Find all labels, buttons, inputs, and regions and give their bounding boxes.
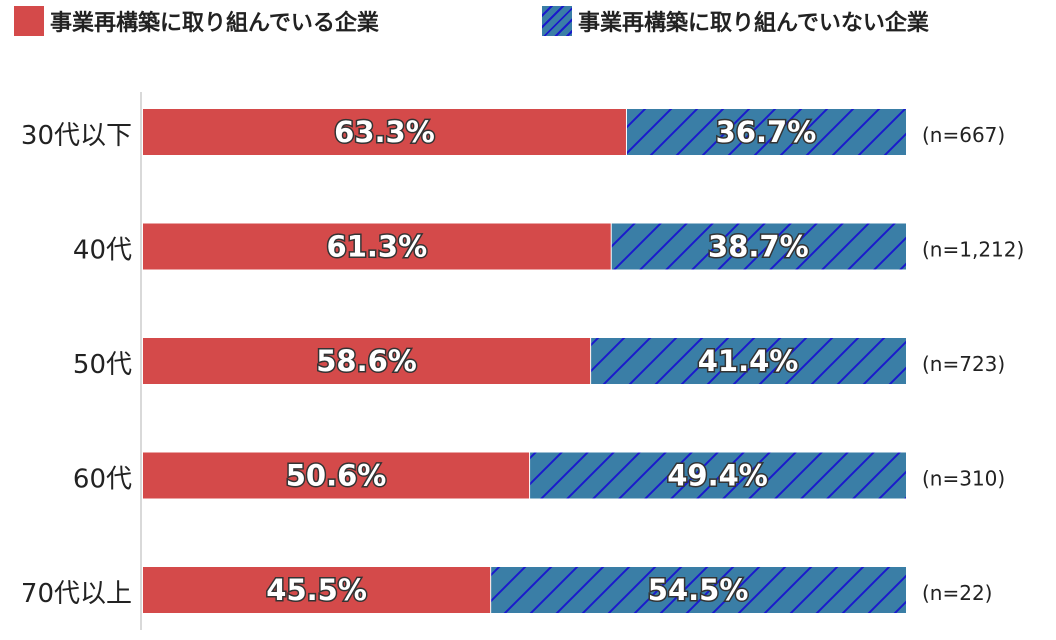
legend-label-series-1: 事業再構築に取り組んでいる企業: [50, 11, 379, 36]
legend-label-series-2: 事業再構築に取り組んでいない企業: [578, 11, 929, 36]
bar-series-2-3: [591, 338, 906, 384]
legend-item-series-2: 事業再構築に取り組んでいない企業: [542, 4, 929, 38]
category-label-1: 30代以下: [21, 121, 132, 151]
bar-series-2-4: [530, 452, 906, 499]
bar-series-2-1: [626, 109, 906, 155]
data-label-series-2-5: 54.5%: [648, 573, 749, 607]
bar-series-1-4: [143, 452, 530, 499]
bar-series-1-2: [143, 223, 611, 270]
data-label-series-1-4: 50.6%: [286, 459, 387, 493]
sample-size-label-3: (n=723): [922, 352, 1005, 376]
sample-size-label-1: (n=667): [922, 123, 1005, 147]
bar-series-2-2: [611, 223, 906, 270]
legend-swatch-series-2: [542, 6, 572, 36]
data-label-series-2-2: 38.7%: [708, 230, 809, 264]
bar-series-1-3: [143, 338, 591, 384]
data-label-series-2-4: 49.4%: [667, 459, 768, 493]
bar-series-2-5: [491, 567, 906, 613]
bar-series-1-5: [143, 567, 491, 613]
sample-size-label-2: (n=1,212): [922, 238, 1024, 262]
data-label-series-1-1: 63.3%: [334, 115, 435, 149]
category-label-5: 70代以上: [21, 579, 132, 609]
data-label-series-2-1: 36.7%: [716, 115, 817, 149]
data-label-series-2-3: 41.4%: [698, 344, 799, 378]
category-label-3: 50代: [73, 350, 132, 380]
data-label-series-1-5: 45.5%: [266, 573, 367, 607]
sample-size-label-5: (n=22): [922, 581, 993, 605]
legend-item-series-1: 事業再構築に取り組んでいる企業: [14, 4, 379, 38]
data-label-series-1-3: 58.6%: [316, 344, 417, 378]
category-label-4: 60代: [73, 465, 132, 495]
bar-series-1-1: [143, 109, 626, 155]
data-label-series-1-2: 61.3%: [327, 230, 428, 264]
sample-size-label-4: (n=310): [922, 467, 1005, 491]
legend-swatch-series-1: [14, 6, 44, 36]
category-label-2: 40代: [73, 236, 132, 266]
